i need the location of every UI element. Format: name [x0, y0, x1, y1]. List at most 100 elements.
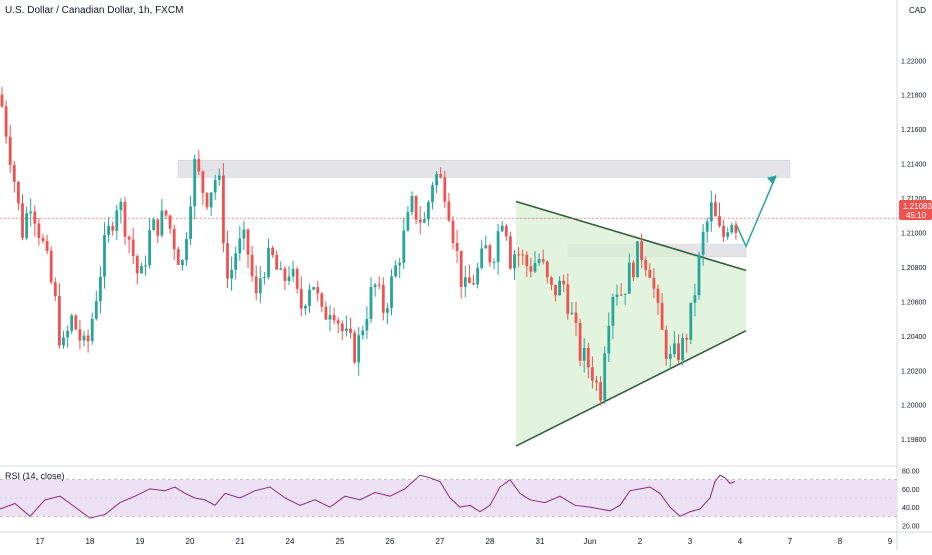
candle-body [644, 260, 648, 271]
candle-body [205, 193, 209, 208]
price-tick-label: 1.20000 [901, 403, 926, 410]
axis-layer: 1.19800 1.20000 1.20200 1.20400 1.20600 1.208… [36, 58, 927, 546]
price-tick-label: 1.22000 [901, 58, 926, 65]
last-price-tag: 1.21083 45:10 [899, 200, 932, 220]
time-tick-label: 28 [486, 537, 495, 546]
candle-body [476, 267, 479, 285]
candle-body [213, 179, 217, 193]
candle-body [58, 296, 61, 346]
candle-body [226, 243, 229, 279]
candle-body [390, 276, 393, 309]
candle-body [181, 260, 184, 266]
candle-body [562, 280, 566, 285]
candle-body [619, 294, 623, 296]
candle-body [398, 262, 402, 266]
time-tick-label: 25 [336, 537, 345, 546]
candle-body [451, 220, 455, 243]
rsi-line [0, 474, 736, 519]
candle-body [107, 225, 110, 235]
candle-body [660, 302, 664, 330]
candle-body [53, 282, 57, 297]
candle-body [0, 94, 4, 107]
candle-body [484, 245, 488, 249]
candle-body [607, 325, 611, 354]
candle-body [718, 216, 721, 227]
candle-body [459, 250, 463, 287]
candle-body [488, 245, 492, 263]
candle-body [164, 210, 168, 216]
candle-body [29, 211, 33, 214]
candle-body [127, 236, 131, 240]
candle-body [217, 175, 221, 180]
candle-body [295, 269, 299, 289]
candle-body [234, 253, 238, 270]
candle-body [689, 302, 693, 340]
candle-body [701, 231, 705, 255]
candle-body [386, 308, 389, 313]
currency-label[interactable]: CAD [909, 6, 926, 15]
time-tick-label: 3 [688, 537, 693, 546]
price-tick-label: 1.20400 [901, 334, 926, 341]
candle-body [82, 335, 86, 341]
candle-body [472, 283, 475, 285]
candle-body [86, 335, 90, 342]
candle-body [504, 225, 508, 237]
candle-body [361, 330, 365, 336]
candle-body [463, 277, 467, 287]
candle-body [271, 247, 274, 256]
time-tick-label: 24 [286, 537, 295, 546]
candle-body [722, 226, 725, 237]
price-tick-label: 1.21200 [901, 196, 926, 203]
candle-body [267, 247, 270, 278]
candle-body [574, 312, 578, 323]
candle-body [4, 106, 8, 137]
candle-body [668, 354, 672, 359]
symbol-title: U.S. Dollar / Canadian Dollar, 1h, FXCM [5, 5, 183, 16]
candle-body [258, 278, 262, 294]
candle-body [168, 215, 172, 229]
rsi-label: RSI (14, close) [5, 471, 65, 481]
candle-body [681, 337, 684, 361]
time-tick-label: 19 [136, 537, 145, 546]
candle-body [447, 201, 451, 221]
candle-body [49, 250, 53, 283]
candle-body [414, 195, 418, 220]
candle-body [599, 382, 602, 401]
candle-body [304, 305, 307, 309]
candle-body [131, 239, 135, 257]
candle-body [308, 289, 311, 306]
candle-body [37, 223, 41, 239]
candle-body [406, 212, 410, 231]
time-tick-label: 31 [536, 537, 545, 546]
candle-body [664, 329, 668, 359]
candle-body [70, 315, 74, 331]
candle-body [627, 262, 631, 294]
time-tick-label: 7 [788, 537, 793, 546]
candle-body [263, 277, 266, 279]
time-tick-label: 4 [738, 537, 743, 546]
candle-body [21, 203, 24, 238]
candle-body [156, 219, 160, 236]
candle-body [570, 312, 574, 314]
rsi-tick-label: 20.00 [902, 523, 920, 530]
candle-body [623, 293, 627, 295]
candle-body [586, 347, 590, 368]
candle-body [394, 265, 397, 277]
candle-body [431, 185, 434, 203]
candle-body [709, 202, 713, 222]
candle-body [238, 238, 242, 254]
time-tick-label: 8 [838, 537, 843, 546]
candle-body [152, 219, 156, 231]
candle-body [726, 232, 730, 237]
candle-body [135, 256, 139, 274]
candle-body [455, 242, 459, 251]
candle-body [316, 287, 320, 294]
candle-body [66, 330, 69, 338]
price-tick-label: 1.20200 [901, 368, 926, 375]
candle-body [496, 231, 500, 262]
candle-body [312, 287, 315, 290]
candle-body [246, 229, 250, 255]
candle-body [90, 318, 94, 342]
price-tick-label: 1.19800 [901, 437, 926, 444]
